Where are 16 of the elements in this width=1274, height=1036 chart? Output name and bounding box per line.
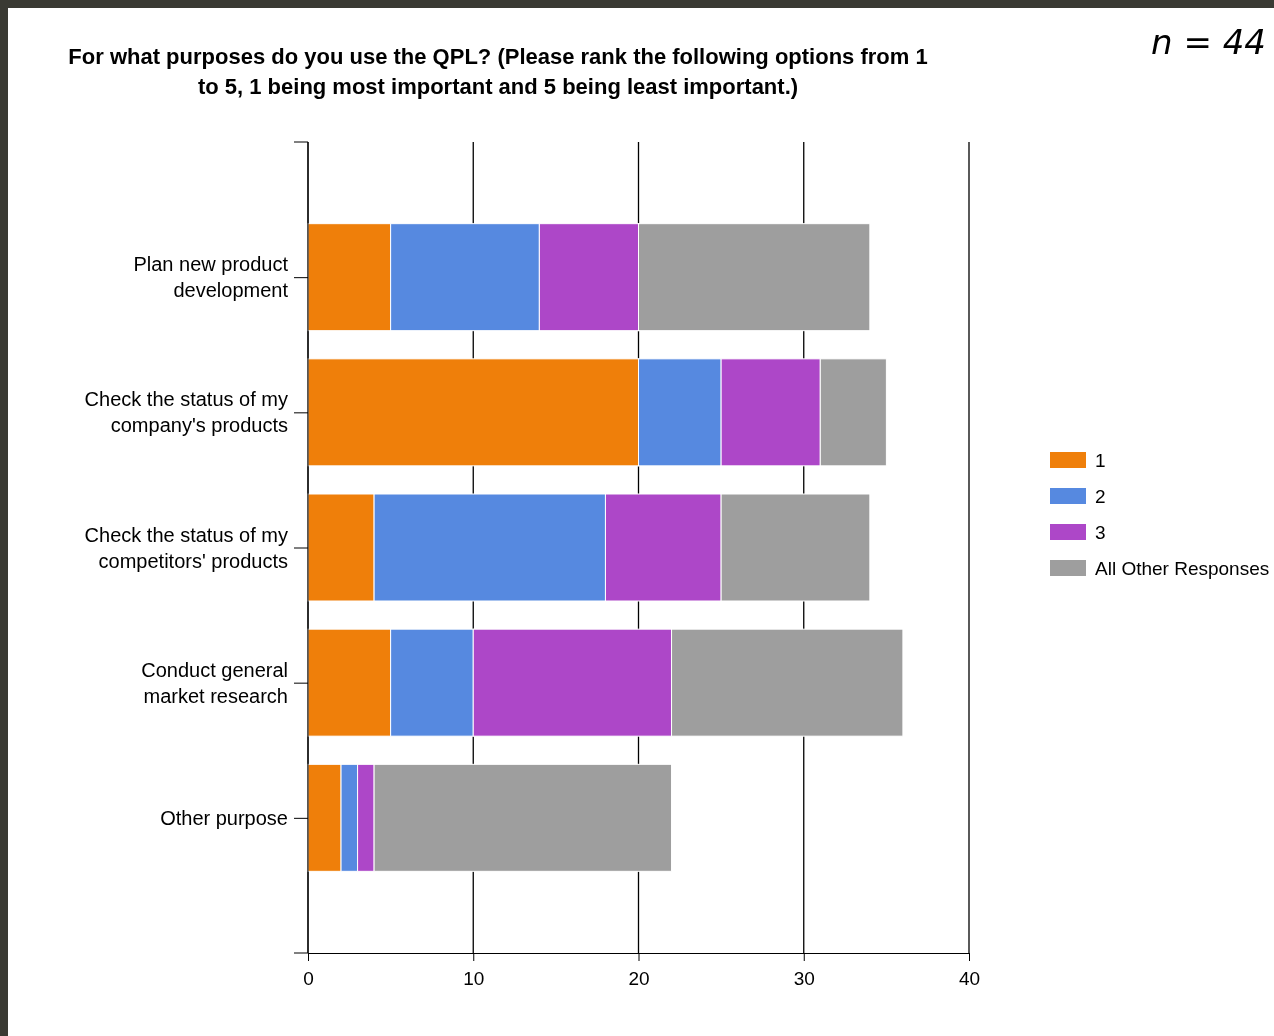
x-tick-label: 20 <box>628 967 650 989</box>
legend-label: 3 <box>1095 522 1106 543</box>
y-tick-label: Check the status of my competitors' products <box>84 523 288 572</box>
chart-title: For what purposes do you use the QPL? (Please rank the following options from 1 to 5, 1 being most important and 5 being least important.) <box>68 44 928 99</box>
legend-label: All Other Responses <box>1095 558 1270 579</box>
y-tick-label: Other purpose <box>160 806 288 829</box>
y-tick-label: Check the status of my company's products <box>84 388 288 437</box>
legend-label: 2 <box>1095 486 1106 507</box>
x-tick-label: 10 <box>463 967 485 989</box>
y-tick-label: Conduct general market research <box>141 658 288 707</box>
x-tick-label: 30 <box>793 967 815 989</box>
text: n = 44 <box>1151 22 1266 62</box>
x-tick-label: 0 <box>303 967 314 989</box>
x-tick-label: 40 <box>958 967 981 989</box>
y-tick-label: Plan new product development <box>133 253 289 302</box>
legend-label: 1 <box>1095 450 1106 471</box>
